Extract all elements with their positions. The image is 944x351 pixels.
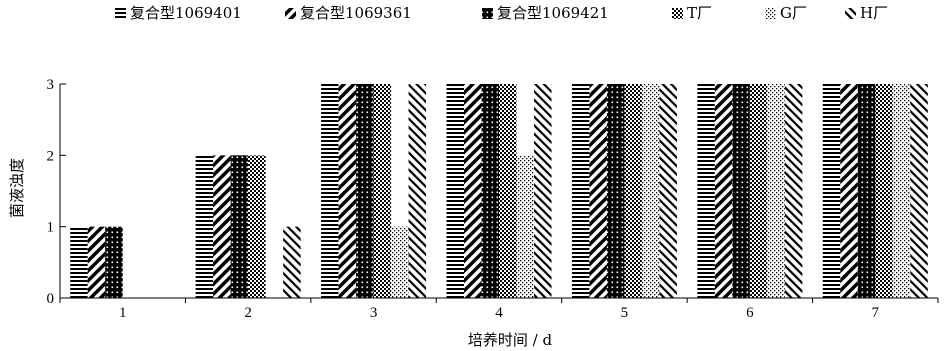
bar-1-day-5	[571, 84, 590, 298]
bar-3-day-1	[105, 226, 123, 298]
bar-2-day-7	[840, 84, 858, 298]
legend-label: T厂	[687, 4, 712, 22]
x-axis-title: 培养时间 / d	[468, 331, 553, 349]
bar-2-day-3	[338, 84, 357, 298]
legend-swatch	[765, 8, 776, 19]
bar-6-day-6	[784, 84, 803, 298]
legend-label: G厂	[780, 4, 807, 22]
legend: 复合型1069401 复合型1069361 复合型1069421 T厂 G厂 H厂	[115, 4, 888, 22]
legend-swatch	[482, 8, 493, 19]
bar-4-day-7	[875, 84, 893, 298]
legend-swatch	[845, 8, 856, 19]
axes-group: 0 1 2 3 1 2 3 4 5 6 7	[47, 77, 939, 321]
x-tick-label: 4	[495, 305, 503, 321]
bar-4-day-5	[624, 84, 642, 298]
bar-4-day-4	[499, 84, 517, 298]
bar-4-day-6	[749, 84, 768, 298]
bar-6-day-3	[408, 84, 427, 298]
x-tick-label: 7	[872, 305, 880, 321]
bar-1-day-7	[822, 84, 841, 298]
bars-group	[70, 84, 928, 298]
y-tick-label: 2	[47, 148, 55, 164]
legend-label: 复合型1069401	[130, 4, 242, 22]
bar-3-day-2	[230, 155, 249, 298]
legend-label: H厂	[860, 4, 888, 22]
bar-3-day-5	[606, 84, 625, 298]
y-tick-label: 3	[47, 77, 55, 93]
bar-1-day-3	[321, 84, 339, 298]
y-axis-title: 菌液浊度	[8, 158, 26, 218]
bar-3-day-3	[356, 84, 374, 298]
x-tick-label: 1	[119, 305, 127, 321]
x-tick-label: 5	[621, 305, 629, 321]
x-tick-label: 3	[370, 305, 378, 321]
bar-5-day-6	[767, 84, 785, 298]
bar-3-day-7	[857, 84, 876, 298]
legend-label: 复合型1069421	[497, 4, 609, 22]
bar-3-day-6	[732, 84, 750, 298]
bar-5-day-5	[641, 84, 660, 298]
bar-5-day-7	[892, 84, 911, 298]
x-tick-label: 2	[244, 305, 252, 321]
bar-1-day-1	[70, 226, 88, 298]
bar-5-day-3	[391, 226, 409, 298]
bar-6-day-7	[910, 84, 928, 298]
bar-5-day-4	[516, 155, 534, 298]
legend-swatch	[115, 8, 126, 19]
bar-4-day-3	[373, 84, 392, 298]
bar-2-day-4	[464, 84, 482, 298]
bar-2-day-2	[213, 155, 231, 298]
bar-1-day-2	[195, 155, 214, 298]
bar-2-day-1	[87, 226, 106, 298]
legend-swatch	[285, 8, 296, 19]
legend-label: 复合型1069361	[300, 4, 412, 22]
y-tick-label: 0	[47, 291, 55, 307]
y-tick-label: 1	[47, 220, 55, 236]
bar-6-day-4	[534, 84, 552, 298]
bar-2-day-6	[714, 84, 733, 298]
bar-4-day-2	[248, 155, 266, 298]
bar-3-day-4	[481, 84, 499, 298]
bar-1-day-6	[697, 84, 715, 298]
bar-6-day-2	[283, 226, 301, 298]
bar-6-day-5	[659, 84, 677, 298]
legend-swatch	[672, 8, 683, 19]
x-tick-label: 6	[746, 305, 754, 321]
bar-1-day-4	[446, 84, 464, 298]
bar-2-day-5	[589, 84, 607, 298]
